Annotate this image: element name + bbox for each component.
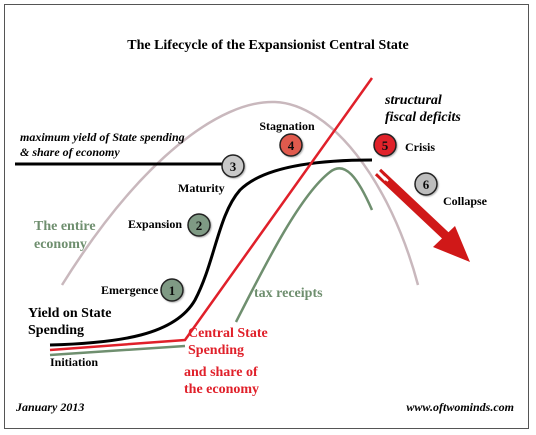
svg-text:2: 2 xyxy=(196,218,203,233)
tax-receipts-curve xyxy=(49,344,186,357)
diagram-title: The Lifecycle of the Expansionist Centra… xyxy=(127,38,409,53)
website-label: www.oftwominds.com xyxy=(406,400,514,414)
svg-text:6: 6 xyxy=(423,177,430,192)
yield-label-line2: Spending xyxy=(28,323,84,338)
stage-marker-4: 4 xyxy=(279,133,303,157)
tax-receipts-label: tax receipts xyxy=(254,286,323,301)
spending-label-line1: Central State xyxy=(188,326,268,341)
structural-deficits-line2: fiscal deficits xyxy=(385,110,461,125)
structural-deficits-line1: structural xyxy=(384,93,442,108)
initiation-label: Initiation xyxy=(50,355,98,369)
share-label-line1: and share of xyxy=(184,365,258,380)
spending-label-line2: Spending xyxy=(188,343,244,358)
stage-marker-1: 1 xyxy=(160,278,184,302)
stage-marker-6: 6 xyxy=(414,172,438,196)
svg-text:3: 3 xyxy=(230,159,237,174)
economy-label-line2: economy xyxy=(34,237,87,252)
stage-marker-3: 3 xyxy=(221,154,245,178)
yield-label-line1: Yield on State xyxy=(28,306,111,321)
svg-text:5: 5 xyxy=(382,138,389,153)
stage-label-collapse: Collapse xyxy=(443,194,488,208)
svg-text:4: 4 xyxy=(288,138,295,153)
tax-receipts-curve-rising xyxy=(234,167,374,323)
svg-text:1: 1 xyxy=(169,283,176,298)
stage-label-expansion: Expansion xyxy=(128,217,182,231)
spending-line xyxy=(49,77,374,352)
stage-label-crisis: Crisis xyxy=(405,140,435,154)
max-yield-label-line2: & share of economy xyxy=(20,145,120,159)
max-yield-label-line1: maximum yield of State spending xyxy=(20,130,185,144)
economy-curve xyxy=(60,100,420,286)
stage-marker-5: 5 xyxy=(373,133,397,157)
stage-label-emergence: Emergence xyxy=(101,283,159,297)
date-label: January 2013 xyxy=(15,400,84,414)
share-label-line2: the economy xyxy=(184,382,259,397)
diagram-frame xyxy=(4,4,529,429)
stage-label-stagnation: Stagnation xyxy=(259,119,315,133)
stage-marker-2: 2 xyxy=(187,213,211,237)
yield-curve xyxy=(49,158,373,347)
economy-label-line1: The entire xyxy=(34,219,96,234)
stage-label-maturity: Maturity xyxy=(178,181,225,195)
collapse-arrow xyxy=(374,168,470,262)
